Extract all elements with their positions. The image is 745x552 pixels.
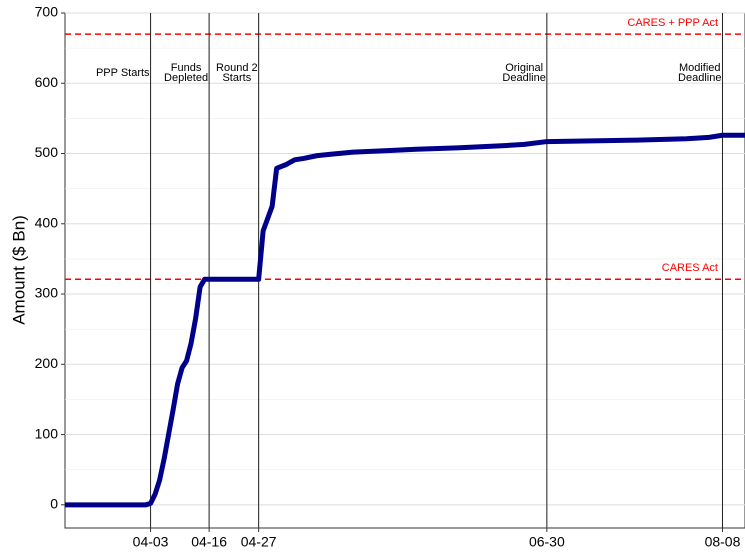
y-tick-label: 400 <box>35 214 59 230</box>
event-label: Depleted <box>164 72 208 84</box>
y-tick-label: 0 <box>50 496 58 512</box>
event-label: Deadline <box>678 72 721 84</box>
x-tick-label: 08-08 <box>705 534 741 550</box>
y-tick-label: 600 <box>35 74 59 90</box>
y-axis-title: Amount ($ Bn) <box>9 215 28 325</box>
reference-label: CARES + PPP Act <box>627 17 718 29</box>
x-tick-label: 06-30 <box>529 534 565 550</box>
event-label: Starts <box>222 72 251 84</box>
event-label: Original <box>505 62 543 74</box>
y-tick-label: 700 <box>35 4 59 20</box>
series-line <box>65 132 745 508</box>
event-label: Funds <box>171 62 202 74</box>
event-label: PPP Starts <box>96 67 150 79</box>
y-tick-label: 500 <box>35 144 59 160</box>
x-tick-label: 04-03 <box>133 534 169 550</box>
event-label: Modified <box>679 62 721 74</box>
y-tick-label: 300 <box>35 285 59 301</box>
x-tick-label: 04-16 <box>191 534 227 550</box>
y-tick-label: 100 <box>35 425 59 441</box>
event-label: Round 2 <box>216 62 258 74</box>
y-tick-label: 200 <box>35 355 59 371</box>
x-tick-label: 04-27 <box>241 534 277 550</box>
event-label: Deadline <box>502 72 545 84</box>
reference-label: CARES Act <box>662 262 718 274</box>
